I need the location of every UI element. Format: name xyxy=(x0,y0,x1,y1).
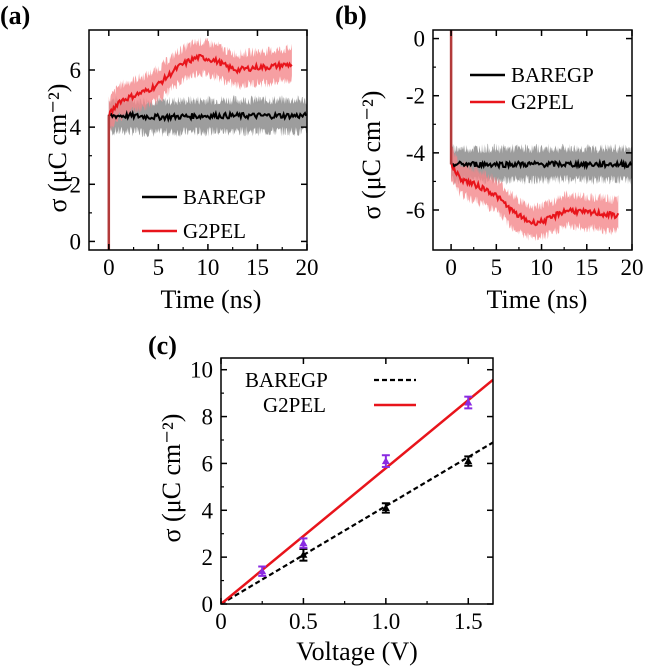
y-tick-label: 0 xyxy=(414,27,426,52)
x-tick-label: 1.0 xyxy=(371,609,400,634)
x-tick-label: 5 xyxy=(153,255,165,280)
y-tick-label: -2 xyxy=(406,84,425,109)
x-tick-label: 20 xyxy=(296,255,319,280)
x-axis-label-c: Voltage (V) xyxy=(296,637,418,666)
x-axis-label-a: Time (ns) xyxy=(161,285,262,314)
legend-label-baregp-b: BAREGP xyxy=(511,63,594,87)
x-tick-label: 1.5 xyxy=(454,609,483,634)
legend-c: BAREGP G2PEL xyxy=(245,368,416,417)
y-tick-label: 4 xyxy=(202,498,214,523)
legend-label-g2pel-a: G2PEL xyxy=(183,219,246,243)
fit-line-baregp xyxy=(221,442,493,604)
x-tick-label: 0 xyxy=(445,255,457,280)
x-tick-label: 15 xyxy=(575,255,598,280)
x-tick-label: 0.5 xyxy=(289,609,318,634)
x-tick-label: 0 xyxy=(215,609,227,634)
y-tick-label: -6 xyxy=(406,198,425,223)
plot-content xyxy=(451,30,632,241)
panel-label-a: (a) xyxy=(0,1,30,30)
legend-label-baregp-c: BAREGP xyxy=(245,368,328,392)
x-tick-label: 10 xyxy=(196,255,219,280)
legend-label-baregp-a: BAREGP xyxy=(183,185,266,209)
y-axis-label-a: σ (μC cm⁻²) xyxy=(43,84,72,213)
data-point-g2pel xyxy=(382,457,390,464)
panel-label-b: (b) xyxy=(335,1,367,30)
y-tick-label: 2 xyxy=(202,545,214,570)
legend-label-g2pel-c: G2PEL xyxy=(263,393,326,417)
y-tick-label: -4 xyxy=(406,141,426,166)
x-tick-label: 15 xyxy=(246,255,269,280)
x-tick-label: 5 xyxy=(491,255,503,280)
panel-label-c: (c) xyxy=(148,331,177,360)
panel-c: (c) 0 0.5 1.0 1.5 0 2 4 6 8 10 Voltage (V) σ (μC … xyxy=(148,331,493,666)
y-tick-label: 8 xyxy=(202,405,214,430)
y-tick-label: 6 xyxy=(70,58,82,83)
y-tick-label: 6 xyxy=(202,451,214,476)
y-tick-label: 0 xyxy=(70,229,82,254)
y-axis-label-b: σ (μC cm⁻²) xyxy=(357,91,386,220)
y-tick-label: 0 xyxy=(202,592,214,617)
x-tick-label: 10 xyxy=(530,255,553,280)
plot-area-c: 0 0.5 1.0 1.5 0 2 4 6 8 10 xyxy=(190,358,493,634)
legend-b: BAREGP G2PEL xyxy=(470,63,594,114)
x-tick-label: 20 xyxy=(621,255,644,280)
x-axis-label-b: Time (ns) xyxy=(487,285,588,314)
legend-a: BAREGP G2PEL xyxy=(142,185,266,243)
data-point-g2pel xyxy=(299,539,307,546)
x-tick-label: 0 xyxy=(103,255,115,280)
legend-label-g2pel-b: G2PEL xyxy=(511,90,574,114)
y-tick-label: 10 xyxy=(190,358,213,383)
y-axis-label-c: σ (μC cm⁻²) xyxy=(157,414,186,543)
panel-b: (b) 0 5 10 15 20 0 -2 -4 -6 Time (ns) σ (μC cm⁻²… xyxy=(335,1,644,314)
